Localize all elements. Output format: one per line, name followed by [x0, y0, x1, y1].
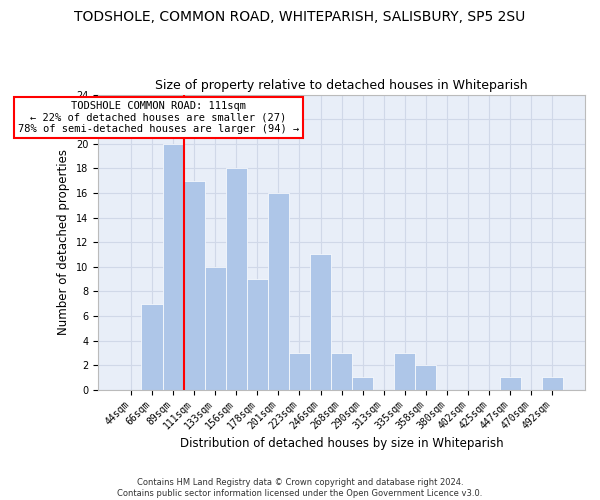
Bar [268, 193, 289, 390]
Bar [163, 144, 184, 390]
Bar [142, 304, 163, 390]
Bar [394, 353, 415, 390]
Bar [289, 353, 310, 390]
X-axis label: Distribution of detached houses by size in Whiteparish: Distribution of detached houses by size … [180, 437, 503, 450]
Title: Size of property relative to detached houses in Whiteparish: Size of property relative to detached ho… [155, 79, 528, 92]
Bar [542, 378, 563, 390]
Bar [415, 365, 436, 390]
Bar [205, 266, 226, 390]
Bar [247, 279, 268, 390]
Bar [500, 378, 521, 390]
Bar [331, 353, 352, 390]
Text: Contains HM Land Registry data © Crown copyright and database right 2024.
Contai: Contains HM Land Registry data © Crown c… [118, 478, 482, 498]
Y-axis label: Number of detached properties: Number of detached properties [58, 149, 70, 335]
Text: TODSHOLE, COMMON ROAD, WHITEPARISH, SALISBURY, SP5 2SU: TODSHOLE, COMMON ROAD, WHITEPARISH, SALI… [74, 10, 526, 24]
Text: TODSHOLE COMMON ROAD: 111sqm
← 22% of detached houses are smaller (27)
78% of se: TODSHOLE COMMON ROAD: 111sqm ← 22% of de… [17, 100, 299, 134]
Bar [184, 180, 205, 390]
Bar [226, 168, 247, 390]
Bar [310, 254, 331, 390]
Bar [352, 378, 373, 390]
